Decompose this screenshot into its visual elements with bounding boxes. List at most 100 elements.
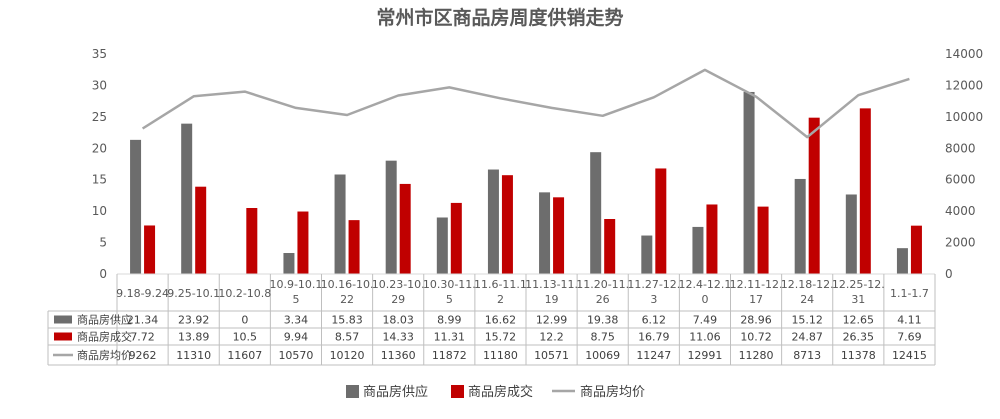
bar-deal — [144, 225, 156, 274]
x-tick-label: 11.13-11. — [525, 278, 578, 291]
table-cell-value: 11180 — [483, 349, 518, 362]
chart-title: 常州市区商品房周度供销走势 — [376, 6, 623, 29]
y-right-tick-label: 12000 — [945, 78, 983, 92]
bar-deal — [195, 186, 207, 274]
table-cell-value: 15.72 — [485, 331, 517, 344]
table-cell-value: 8713 — [793, 349, 821, 362]
legend-label: 商品房供应 — [363, 384, 428, 400]
bar-supply — [590, 152, 602, 274]
bar-deal — [706, 204, 718, 274]
table-cell-value: 4.11 — [897, 314, 922, 327]
x-tick-label: 12.18-12. — [781, 278, 834, 291]
table-cell-value: 12.2 — [539, 331, 564, 344]
x-tick-label: 3 — [650, 293, 657, 306]
table-cell-value: 11310 — [176, 349, 211, 362]
y-right-tick-label: 6000 — [945, 173, 976, 187]
x-tick-label: 24 — [800, 293, 814, 306]
table-series-name: 商品房均价 — [77, 348, 132, 362]
x-tick-label: 12.11-12. — [730, 278, 783, 291]
bar-supply — [539, 192, 551, 274]
y-right-tick-label: 2000 — [945, 236, 976, 250]
table-cell-value: 11280 — [739, 349, 774, 362]
x-tick-label: 19 — [545, 293, 559, 306]
x-tick-label: 11.6-11.1 — [474, 278, 527, 291]
table-cell-value: 16.62 — [485, 314, 517, 327]
x-tick-label: 11.27-12. — [627, 278, 680, 291]
x-tick-label: 5 — [446, 293, 453, 306]
bar-supply — [743, 91, 755, 274]
table-cell-value: 8.57 — [335, 331, 360, 344]
bar-supply — [283, 253, 295, 274]
table-cell-value: 3.34 — [284, 314, 309, 327]
x-tick-label: 29 — [391, 293, 405, 306]
y-left-tick-label: 0 — [99, 267, 107, 281]
bar-supply — [181, 123, 193, 274]
table-legend-key — [54, 332, 72, 341]
x-tick-label: 1.1-1.7 — [890, 287, 929, 300]
table-cell-value: 0 — [241, 314, 248, 327]
x-tick-label: 12.25-12. — [832, 278, 885, 291]
bar-deal — [553, 197, 565, 274]
bar-deal — [450, 202, 462, 274]
table-cell-value: 23.92 — [178, 314, 210, 327]
table-cell-value: 7.72 — [130, 331, 155, 344]
legend-label: 商品房成交 — [468, 384, 533, 400]
table-series-name: 商品房成交 — [77, 330, 132, 344]
table-cell-value: 12991 — [687, 349, 722, 362]
bar-supply — [692, 226, 704, 274]
table-cell-value: 11360 — [381, 349, 416, 362]
x-tick-label: 10.23-10. — [372, 278, 425, 291]
table-cell-value: 12415 — [892, 349, 927, 362]
x-tick-label: 12.4-12.1 — [678, 278, 731, 291]
bar-deal — [399, 183, 411, 274]
x-tick-label: 22 — [340, 293, 354, 306]
y-left-tick-label: 30 — [92, 78, 107, 92]
y-left-tick-label: 10 — [92, 204, 107, 218]
x-tick-label: 11.20-11. — [576, 278, 629, 291]
table-cell-value: 10570 — [278, 349, 313, 362]
x-tick-label: 10.2-10.8 — [218, 287, 271, 300]
table-cell-value: 11247 — [636, 349, 671, 362]
legend-key — [346, 385, 359, 398]
x-tick-label: 9.18-9.24 — [116, 287, 169, 300]
y-left-tick-label: 25 — [92, 110, 107, 124]
table-cell-value: 21.34 — [127, 314, 159, 327]
table-cell-value: 15.83 — [331, 314, 363, 327]
legend-key — [451, 385, 464, 398]
table-cell-value: 8.75 — [590, 331, 615, 344]
x-tick-label: 10.9-10.1 — [269, 278, 322, 291]
y-left-tick-label: 5 — [99, 236, 107, 250]
bar-supply — [130, 139, 142, 274]
table-cell-value: 8.99 — [437, 314, 462, 327]
bar-deal — [757, 206, 769, 274]
x-tick-label: 10.30-11. — [423, 278, 476, 291]
bar-deal — [808, 117, 820, 274]
table-legend-key — [54, 315, 72, 324]
y-left-tick-label: 35 — [92, 47, 107, 61]
table-cell-value: 26.35 — [843, 331, 875, 344]
table-cell-value: 11378 — [841, 349, 876, 362]
table-cell-value: 7.69 — [897, 331, 922, 344]
table-cell-value: 6.12 — [642, 314, 667, 327]
bar-deal — [501, 175, 513, 274]
x-tick-label: 31 — [851, 293, 865, 306]
bar-deal — [348, 220, 360, 274]
y-right-tick-label: 10000 — [945, 110, 983, 124]
table-cell-value: 24.87 — [791, 331, 823, 344]
x-tick-label: 0 — [701, 293, 708, 306]
table-cell-value: 10.5 — [233, 331, 258, 344]
table-cell-value: 19.38 — [587, 314, 619, 327]
bar-deal — [604, 219, 616, 274]
bar-deal — [910, 225, 922, 274]
y-left-tick-label: 20 — [92, 141, 107, 155]
x-tick-label: 10.16-10. — [321, 278, 374, 291]
bar-deal — [297, 211, 309, 274]
table-cell-value: 10.72 — [740, 331, 772, 344]
table-cell-value: 11.06 — [689, 331, 721, 344]
table-cell-value: 9.94 — [284, 331, 309, 344]
x-tick-label: 5 — [292, 293, 299, 306]
bar-supply — [334, 174, 346, 274]
bar-deal — [246, 208, 258, 274]
